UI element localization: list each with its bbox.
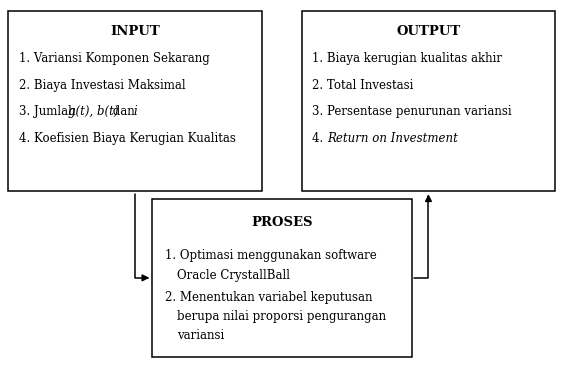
Bar <box>302 11 555 191</box>
Text: Return on Investment: Return on Investment <box>328 132 459 145</box>
Text: 1. Variansi Komponen Sekarang: 1. Variansi Komponen Sekarang <box>19 52 209 66</box>
Text: 4.: 4. <box>312 132 327 145</box>
Bar <box>152 199 412 357</box>
Text: 2. Total Investasi: 2. Total Investasi <box>312 79 413 92</box>
Text: PROSES: PROSES <box>251 216 312 229</box>
Text: variansi: variansi <box>177 329 225 342</box>
Text: OUTPUT: OUTPUT <box>396 25 460 38</box>
Text: 1. Optimasi menggunakan software: 1. Optimasi menggunakan software <box>164 249 376 262</box>
Text: INPUT: INPUT <box>111 25 160 38</box>
Text: berupa nilai proporsi pengurangan: berupa nilai proporsi pengurangan <box>177 310 386 323</box>
Text: 1. Biaya kerugian kualitas akhir: 1. Biaya kerugian kualitas akhir <box>312 52 502 66</box>
Text: 3. Jumlah: 3. Jumlah <box>19 105 79 118</box>
Text: Oracle CrystallBall: Oracle CrystallBall <box>177 269 290 282</box>
Text: dan: dan <box>109 105 138 118</box>
Text: g(t), b(t): g(t), b(t) <box>68 105 119 118</box>
Text: i: i <box>134 105 137 118</box>
Text: 4. Koefisien Biaya Kerugian Kualitas: 4. Koefisien Biaya Kerugian Kualitas <box>19 132 235 145</box>
Bar <box>9 11 262 191</box>
Text: 2. Menentukan variabel keputusan: 2. Menentukan variabel keputusan <box>164 291 372 304</box>
Text: 3. Persentase penurunan variansi: 3. Persentase penurunan variansi <box>312 105 511 118</box>
Text: 2. Biaya Investasi Maksimal: 2. Biaya Investasi Maksimal <box>19 79 185 92</box>
